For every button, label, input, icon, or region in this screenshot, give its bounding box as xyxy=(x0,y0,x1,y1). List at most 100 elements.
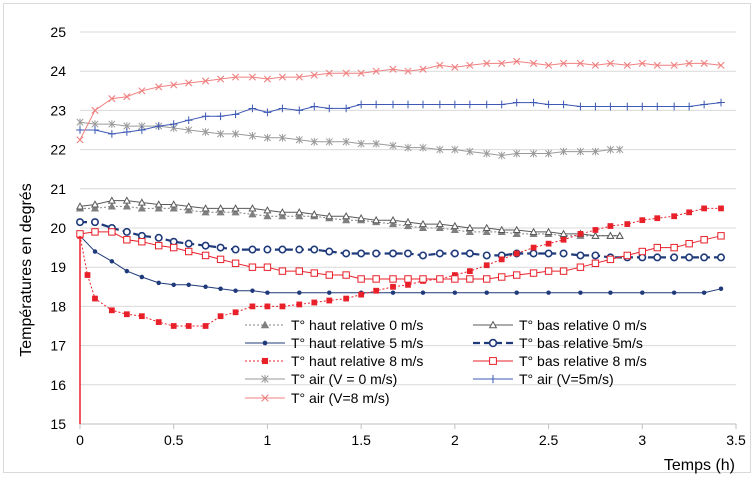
series-layer xyxy=(75,57,726,424)
marker xyxy=(231,208,240,216)
marker xyxy=(451,275,459,283)
marker xyxy=(700,59,708,67)
marker xyxy=(390,283,396,290)
marker xyxy=(184,116,193,125)
y-axis-title: Températures en degrés xyxy=(18,183,35,356)
series xyxy=(75,202,624,239)
marker xyxy=(76,218,85,227)
series-line xyxy=(79,60,722,141)
legend-label: T° air (V=8 m/s) xyxy=(291,390,390,406)
marker xyxy=(186,282,191,288)
marker xyxy=(718,286,724,292)
series xyxy=(76,118,624,160)
marker xyxy=(616,145,624,154)
marker xyxy=(185,126,193,134)
marker xyxy=(265,290,270,295)
marker xyxy=(310,71,318,79)
marker xyxy=(202,128,210,136)
marker xyxy=(108,228,116,236)
marker xyxy=(91,228,99,236)
marker xyxy=(607,223,614,229)
marker xyxy=(498,256,505,263)
marker xyxy=(489,357,497,365)
marker xyxy=(261,357,269,365)
x-tick-label: 2 xyxy=(451,432,459,448)
marker xyxy=(591,61,600,69)
marker xyxy=(231,204,240,212)
y-tick-label: 17 xyxy=(50,338,66,354)
marker xyxy=(231,245,240,254)
marker xyxy=(615,231,624,239)
marker xyxy=(139,274,145,280)
marker xyxy=(217,313,224,320)
legend-label: T° bas relative 0 m/s xyxy=(519,317,647,333)
marker xyxy=(203,284,208,290)
marker xyxy=(559,229,568,237)
marker xyxy=(639,217,646,224)
marker xyxy=(420,290,426,295)
marker xyxy=(156,280,161,286)
series-line xyxy=(79,235,722,294)
marker xyxy=(513,250,520,257)
marker xyxy=(342,271,350,279)
x-tick-label: 3 xyxy=(638,432,646,448)
marker xyxy=(482,100,491,109)
marker xyxy=(591,259,600,267)
marker xyxy=(591,231,600,239)
marker xyxy=(264,303,271,310)
marker xyxy=(591,147,599,156)
marker xyxy=(122,202,131,210)
marker xyxy=(91,106,99,114)
marker xyxy=(451,63,459,71)
marker xyxy=(357,275,365,283)
marker xyxy=(671,290,677,295)
marker xyxy=(388,215,398,224)
marker xyxy=(248,245,257,254)
marker xyxy=(591,102,600,111)
marker xyxy=(342,137,350,146)
marker xyxy=(231,259,240,267)
marker xyxy=(263,245,272,254)
marker xyxy=(123,311,130,318)
marker xyxy=(465,227,474,235)
marker xyxy=(465,249,474,258)
marker xyxy=(405,281,411,288)
marker xyxy=(295,73,303,81)
marker xyxy=(154,233,163,242)
marker xyxy=(325,247,334,256)
marker xyxy=(606,59,615,67)
series-line xyxy=(79,200,620,237)
marker xyxy=(248,263,257,271)
marker xyxy=(123,236,131,244)
marker xyxy=(342,249,351,258)
marker xyxy=(137,198,146,206)
marker xyxy=(248,132,256,140)
marker xyxy=(373,287,380,294)
marker xyxy=(560,147,568,156)
marker xyxy=(185,323,192,329)
marker xyxy=(606,231,615,239)
marker xyxy=(357,100,365,109)
marker xyxy=(201,77,210,85)
marker xyxy=(436,275,444,283)
marker xyxy=(466,268,473,274)
marker xyxy=(137,204,146,212)
marker xyxy=(138,126,146,134)
marker xyxy=(403,221,413,230)
marker xyxy=(233,288,238,293)
marker xyxy=(357,69,365,77)
marker xyxy=(544,227,553,235)
marker xyxy=(169,200,178,208)
marker xyxy=(466,100,474,109)
marker xyxy=(498,273,506,281)
marker xyxy=(216,255,225,264)
marker xyxy=(201,208,210,216)
marker xyxy=(608,290,613,295)
marker xyxy=(670,61,678,69)
marker xyxy=(435,249,444,258)
marker xyxy=(529,269,538,277)
marker xyxy=(530,244,537,251)
marker xyxy=(263,206,272,214)
marker xyxy=(201,241,210,250)
